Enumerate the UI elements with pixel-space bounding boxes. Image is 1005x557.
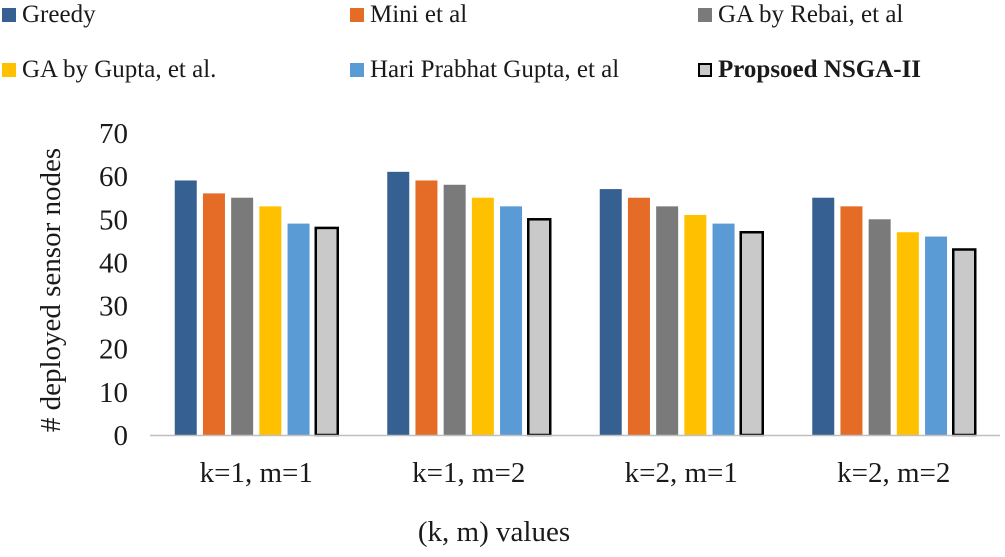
legend-swatch [2,63,16,77]
bar [471,197,494,435]
y-tick-label: 0 [114,420,129,452]
legend-swatch [350,63,364,77]
y-tick-label: 30 [99,291,128,323]
legend-item: Mini et al [350,0,467,32]
y-tick-label: 10 [99,377,128,409]
bar [599,189,622,435]
bar [202,193,225,435]
bar [868,219,891,435]
bar [527,218,552,437]
bar [387,171,410,436]
bar [174,180,197,435]
bar [500,206,523,435]
x-axis-title: (k, m) values [418,516,570,548]
legend-item: Hari Prabhat Gupta, et al [350,53,619,87]
bar [415,180,438,435]
legend-label: Greedy [22,1,96,28]
legend-label: Hari Prabhat Gupta, et al [370,56,620,83]
x-tick-label: k=2, m=2 [837,457,950,489]
y-tick-label: 60 [99,161,128,193]
y-tick-label: 20 [99,334,128,366]
y-tick-label: 40 [99,247,128,279]
legend-swatch [698,63,712,77]
legend-swatch [2,8,16,22]
bar [739,230,764,437]
legend-item: Greedy [2,0,96,32]
bar [627,197,650,435]
bar [925,236,948,435]
bar [896,232,919,435]
bar [259,206,282,435]
bar [952,248,977,437]
bar [684,214,707,435]
legend-item: Propsoed NSGA-II [698,53,921,87]
legend-item: GA by Gupta, et al. [2,53,216,87]
bar [443,184,466,435]
bar [812,197,835,435]
legend-label: GA by Gupta, et al. [22,56,217,83]
y-axis-title: # deployed sensor nodes [35,148,67,432]
legend-label: GA by Rebai, et al [718,1,904,28]
legend-swatch [350,8,364,22]
x-tick-label: k=2, m=1 [625,457,738,489]
x-tick-label: k=1, m=1 [200,457,313,489]
y-tick-label: 50 [99,204,128,236]
legend-label: Propsoed NSGA-II [718,56,922,83]
bar [231,197,254,435]
bar [287,223,310,435]
bar [712,223,735,435]
bar [314,226,339,437]
legend-item: GA by Rebai, et al [698,0,903,32]
x-tick-label: k=1, m=2 [412,457,525,489]
bar [840,206,863,435]
legend-label: Mini et al [370,1,468,28]
legend-swatch [698,8,712,22]
bar [656,206,679,435]
y-tick-label: 70 [99,118,128,150]
